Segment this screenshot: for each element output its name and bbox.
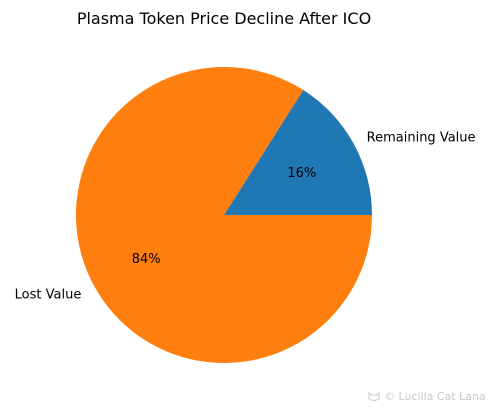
watermark-text: © Lucilla Cat Lana [384,390,486,403]
slice-label-0: Remaining Value [367,131,476,146]
slice-label-1: Lost Value [15,287,82,302]
watermark: © Lucilla Cat Lana [368,390,486,403]
chart-title: Plasma Token Price Decline After ICO [77,9,371,28]
pie-labels: Remaining Value 16% Lost Value 84% [15,131,476,303]
cat-logo-icon [368,391,380,401]
slice-percent-0: 16% [287,166,316,181]
pie-slices [75,66,373,363]
slice-percent-1: 84% [132,252,161,267]
pie-slice-lost-value [75,66,373,363]
pie-slice-remaining-value [224,90,372,215]
